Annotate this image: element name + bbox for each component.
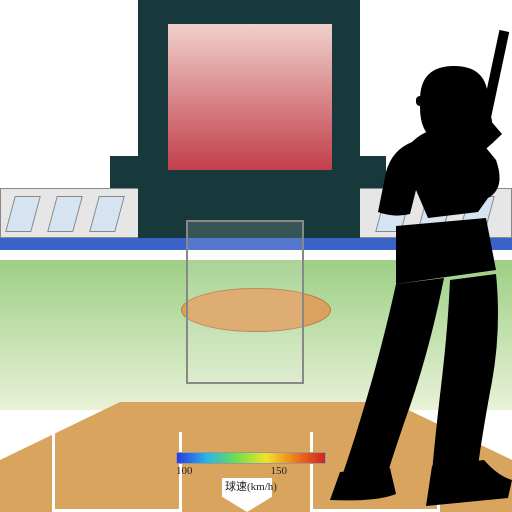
strike-zone bbox=[186, 220, 304, 384]
legend-tick: 150 bbox=[271, 465, 288, 477]
pitch-location-diagram: 100 150 球速(km/h) bbox=[0, 0, 512, 512]
batter-silhouette bbox=[300, 30, 512, 512]
legend-tick: 100 bbox=[176, 465, 193, 477]
